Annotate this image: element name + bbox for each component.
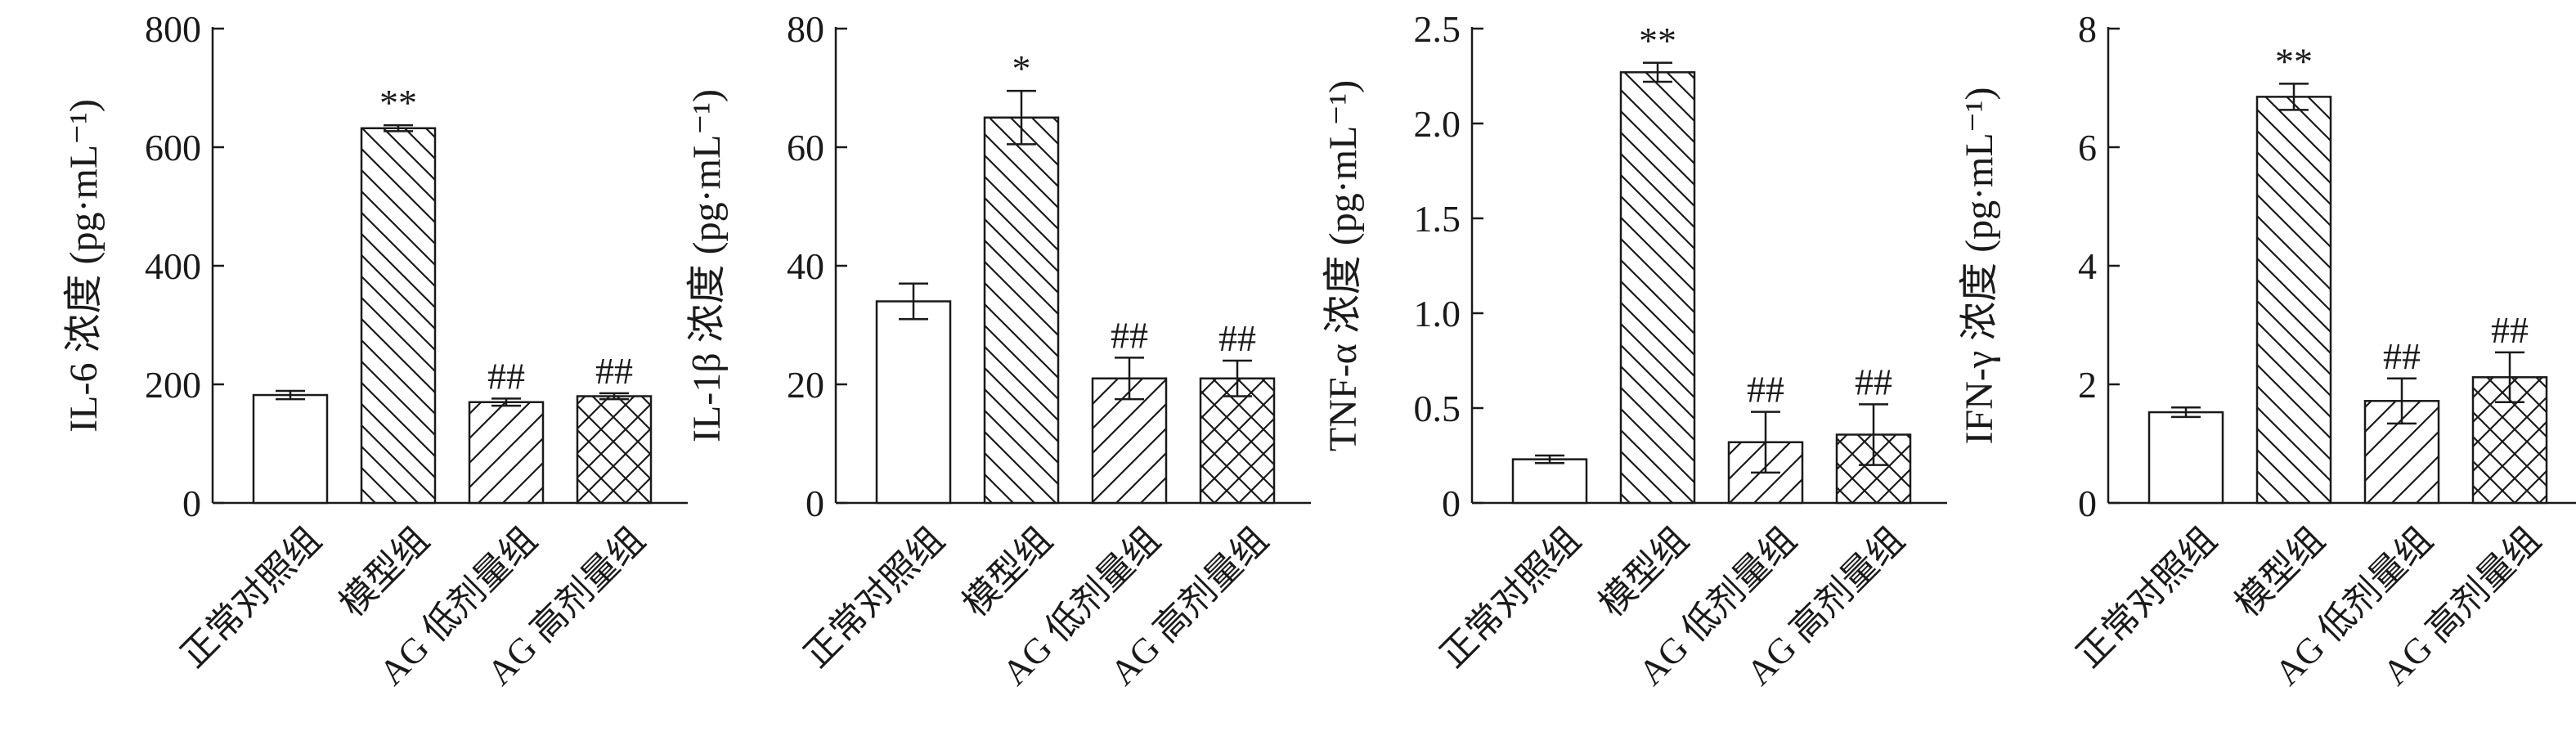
- significance-marker: **: [1639, 20, 1676, 61]
- category-label: 正常对照组: [797, 519, 952, 675]
- bar: [468, 401, 545, 505]
- y-tick-label: 0: [806, 482, 824, 524]
- y-axis-label: IL-6 浓度 (pg·mL⁻¹): [62, 99, 105, 433]
- significance-marker: **: [2275, 40, 2313, 82]
- bar: [360, 127, 437, 505]
- y-axis-label: IFN-γ 浓度 (pg·mL⁻¹): [1958, 88, 2001, 445]
- y-tick-label: 2.0: [1414, 103, 1461, 145]
- significance-marker: ##: [595, 350, 633, 392]
- significance-marker: ##: [1111, 314, 1148, 356]
- y-tick-label: 8: [2078, 8, 2097, 50]
- y-tick-label: 40: [787, 245, 824, 287]
- category-label: 正常对照组: [1433, 519, 1588, 675]
- bar: [875, 300, 952, 505]
- significance-marker: ##: [1855, 361, 1892, 402]
- bar: [1199, 377, 1276, 505]
- bar: [983, 116, 1060, 505]
- y-axis-label: TNF-α 浓度 (pg·mL⁻¹): [1322, 80, 1365, 451]
- y-tick-label: 1.5: [1414, 198, 1461, 240]
- significance-marker: *: [1012, 47, 1031, 89]
- y-tick-label: 2: [2078, 364, 2097, 406]
- bar: [1619, 71, 1696, 505]
- significance-marker: ##: [1218, 317, 1256, 359]
- significance-marker: ##: [487, 355, 525, 397]
- category-label: 正常对照组: [173, 519, 329, 675]
- bar: [2255, 96, 2332, 505]
- y-tick-label: 6: [2078, 127, 2097, 168]
- y-tick-label: 800: [145, 8, 201, 50]
- chart-panel-il6: 0 200 400 600 800 IL-6 浓度 (pg·mL⁻¹) 正常对照组 ** 模型组…: [62, 8, 688, 693]
- significance-marker: ##: [2383, 335, 2421, 377]
- y-tick-label: 0: [2078, 482, 2097, 524]
- y-tick-label: 600: [145, 127, 201, 168]
- y-tick-label: 400: [145, 245, 201, 287]
- significance-marker: **: [379, 82, 417, 123]
- bar: [576, 395, 653, 505]
- y-tick-label: 0: [1442, 482, 1461, 524]
- bar: [252, 393, 329, 505]
- category-label: 模型组: [2228, 519, 2332, 624]
- y-tick-label: 60: [787, 127, 824, 168]
- y-tick-label: 1.0: [1414, 293, 1461, 334]
- y-axis-label: IL-1β 浓度 (pg·mL⁻¹): [685, 89, 729, 442]
- y-tick-label: 2.5: [1414, 8, 1461, 50]
- y-tick-label: 0: [182, 482, 201, 524]
- y-tick-label: 80: [787, 8, 824, 50]
- chart-panel-tnfa: 0 0.5 1.0 1.5 2.0 2.5 TNF-α 浓度 (pg·mL⁻¹) 正常对照组 *…: [1322, 8, 1947, 693]
- category-label: 模型组: [1591, 519, 1696, 624]
- y-tick-label: 0.5: [1414, 388, 1461, 429]
- y-tick-label: 4: [2078, 245, 2097, 287]
- bar: [1511, 458, 1588, 505]
- category-label: 模型组: [332, 519, 437, 624]
- category-label: 正常对照组: [2069, 519, 2224, 675]
- category-label: 模型组: [955, 519, 1060, 624]
- bar: [2147, 411, 2224, 505]
- y-tick-label: 200: [145, 364, 201, 406]
- y-tick-label: 20: [787, 364, 824, 406]
- significance-marker: ##: [1747, 369, 1784, 411]
- significance-marker: ##: [2491, 309, 2529, 351]
